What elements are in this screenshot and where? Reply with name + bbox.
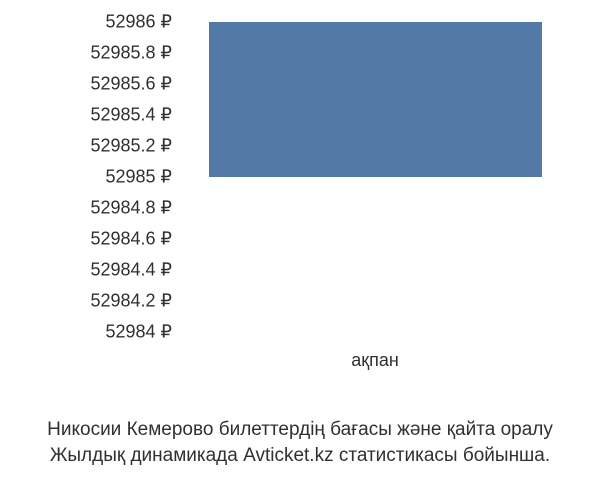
y-tick-label: 52984.8 ₽ [90, 198, 172, 219]
y-tick-label: 52984.2 ₽ [90, 291, 172, 312]
y-tick-label: 52985.4 ₽ [90, 105, 172, 126]
y-tick-label: 52985.2 ₽ [90, 136, 172, 157]
y-tick-label: 52984.4 ₽ [90, 260, 172, 281]
y-tick-label: 52985.8 ₽ [90, 43, 172, 64]
y-tick-label: 52985.6 ₽ [90, 74, 172, 95]
y-tick-label: 52984.6 ₽ [90, 229, 172, 250]
y-tick-label: 52986 ₽ [105, 12, 172, 33]
plot-area: ақпан [190, 22, 560, 332]
y-tick-label: 52985 ₽ [105, 167, 172, 188]
y-tick-label: 52984 ₽ [105, 322, 172, 343]
price-chart: 52986 ₽ 52985.8 ₽ 52985.6 ₽ 52985.4 ₽ 52985.… [10, 10, 590, 390]
chart-caption: Никосии Кемерово билеттердің бағасы және… [0, 417, 600, 470]
x-axis-label: ақпан [351, 350, 399, 371]
bar-feb [209, 22, 542, 177]
y-axis: 52986 ₽ 52985.8 ₽ 52985.6 ₽ 52985.4 ₽ 52985.… [10, 10, 180, 350]
caption-line-2: Жылдық динамикада Avticket.kz статистика… [0, 443, 600, 470]
caption-line-1: Никосии Кемерово билеттердің бағасы және… [0, 417, 600, 444]
